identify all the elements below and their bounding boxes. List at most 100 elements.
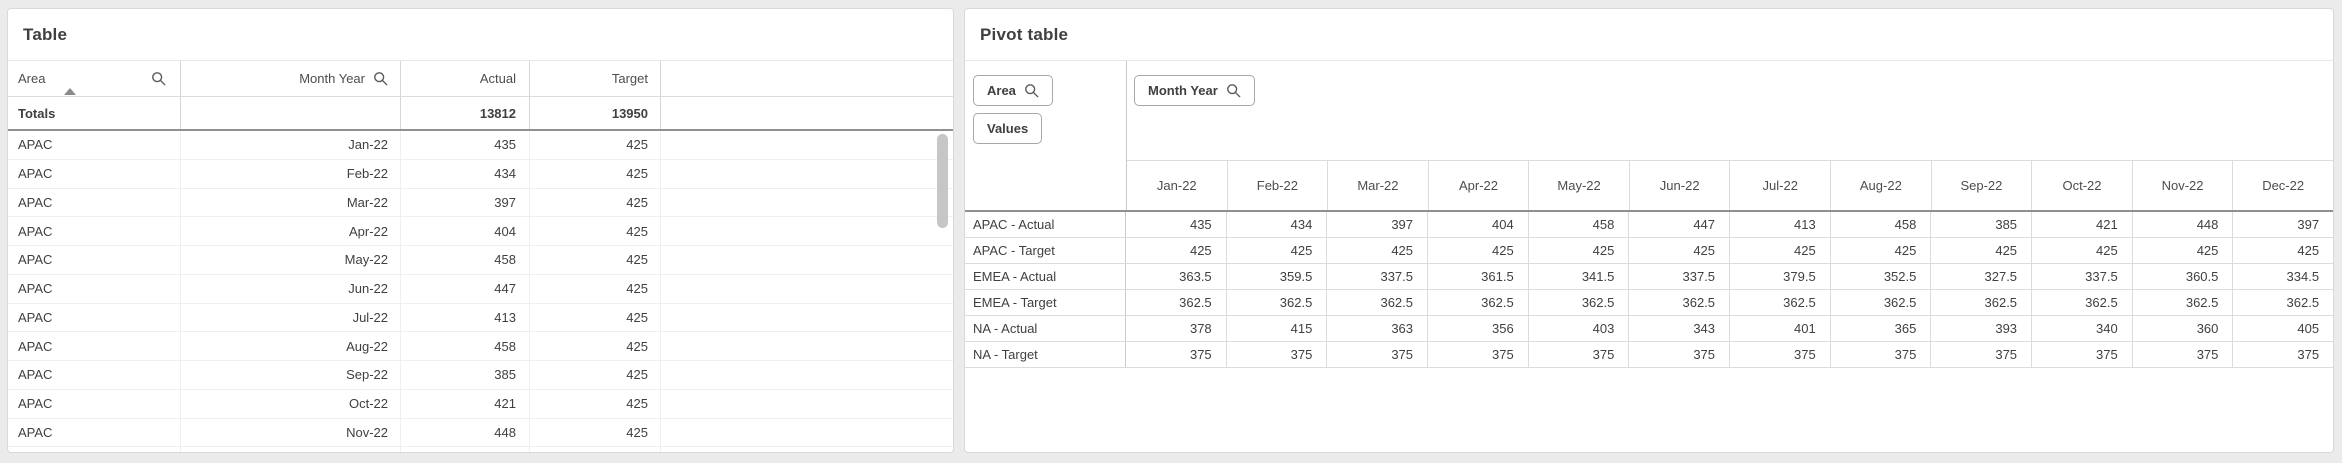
pivot-value-cell: 362.5	[2031, 290, 2132, 315]
column-header-month-year[interactable]: Month Year	[181, 61, 401, 96]
pivot-row: NA - Target 375 375 375 375 375 375 375 375 375 37…	[965, 342, 2333, 368]
cell-area[interactable]: APAC	[8, 332, 181, 361]
column-dimension-button-month-year[interactable]: Month Year	[1134, 75, 1255, 106]
pivot-value-cell: 337.5	[1326, 264, 1427, 289]
cell-target: 425	[530, 303, 661, 333]
pivot-row-label[interactable]: EMEA - Target	[965, 290, 1126, 315]
pivot-value-cell: 434	[1225, 212, 1327, 237]
column-header-actual[interactable]: Actual	[401, 61, 530, 96]
pivot-value-cell: 385	[1930, 212, 2031, 237]
pivot-value-cell: 363	[1326, 316, 1427, 341]
pivot-value-cell: 458	[1829, 212, 1931, 237]
cell-area[interactable]: APAC	[8, 274, 181, 304]
vertical-scrollbar-thumb[interactable]	[937, 134, 948, 228]
cell-actual: 385	[401, 361, 530, 390]
cell-month-year[interactable]: Jun-22	[181, 274, 401, 304]
pivot-row-label[interactable]: APAC - Actual	[965, 212, 1126, 237]
cell-target: 425	[530, 131, 661, 160]
pivot-value-cell: 359.5	[1225, 264, 1327, 289]
cell-target: 425	[530, 361, 661, 390]
pivot-value-cell: 401	[1729, 316, 1830, 341]
column-header-target[interactable]: Target	[530, 61, 661, 96]
cell-month-year[interactable]: Oct-22	[181, 389, 401, 419]
pivot-value-cell: 334.5	[2232, 264, 2333, 289]
pivot-value-cell: 360	[2131, 316, 2233, 341]
pivot-column-header[interactable]: Feb-22	[1226, 161, 1328, 210]
pivot-column-header[interactable]: Jun-22	[1628, 161, 1730, 210]
cell-month-year[interactable]: Feb-22	[181, 159, 401, 189]
cell-month-year[interactable]: Apr-22	[181, 217, 401, 246]
pivot-value-cell: 375	[1225, 342, 1327, 367]
pivot-column-header[interactable]: Oct-22	[2031, 161, 2132, 210]
pivot-column-header[interactable]: Nov-22	[2131, 161, 2233, 210]
cell-area[interactable]: APAC	[8, 217, 181, 246]
pivot-value-cell: 360.5	[2131, 264, 2233, 289]
totals-row: Totals 13812 13950	[8, 97, 953, 131]
pivot-column-header[interactable]: Mar-22	[1327, 161, 1428, 210]
cell-area[interactable]: APAC	[8, 188, 181, 218]
cell-month-year[interactable]: Sep-22	[181, 361, 401, 390]
column-header-area[interactable]: Area	[8, 61, 181, 96]
pivot-value-cell: 425	[1930, 238, 2031, 263]
row-dimension-button-area[interactable]: Area	[973, 75, 1053, 106]
cell-area[interactable]: APAC	[8, 418, 181, 448]
pivot-value-cell: 337.5	[1628, 264, 1729, 289]
cell-target: 425	[530, 274, 661, 304]
pivot-column-header[interactable]: May-22	[1528, 161, 1629, 210]
search-icon[interactable]	[373, 71, 388, 86]
cell-month-year[interactable]: Mar-22	[181, 188, 401, 218]
pivot-value-cell: 397	[2232, 212, 2333, 237]
search-icon[interactable]	[151, 71, 166, 86]
search-icon[interactable]	[1226, 83, 1241, 98]
table-row: APAC Nov-22 448 425	[8, 418, 953, 448]
cell-month-year[interactable]: Nov-22	[181, 418, 401, 448]
table-row: APAC Jan-22 435 425	[8, 131, 953, 160]
cell-area[interactable]: APAC	[8, 246, 181, 275]
pivot-column-header[interactable]: Jul-22	[1729, 161, 1830, 210]
pivot-value-cell: 362.5	[1829, 290, 1931, 315]
cell-month-year[interactable]: Jan-22	[181, 131, 401, 160]
table-row: APAC Apr-22 404 425	[8, 217, 953, 246]
pivot-row-label[interactable]: NA - Actual	[965, 316, 1126, 341]
pivot-column-header[interactable]: Dec-22	[2232, 161, 2333, 210]
search-icon[interactable]	[1024, 83, 1039, 98]
cell-actual: 448	[401, 418, 530, 448]
cell-month-year[interactable]: Dec-22	[181, 447, 401, 452]
cell-actual: 435	[401, 131, 530, 160]
pivot-value-cell: 362.5	[1326, 290, 1427, 315]
cell-area[interactable]: APAC	[8, 361, 181, 390]
pivot-row-label[interactable]: NA - Target	[965, 342, 1126, 367]
pivot-row: APAC - Actual 435 434 397 404 458 447 413 458 385…	[965, 212, 2333, 238]
cell-target: 425	[530, 159, 661, 189]
cell-month-year[interactable]: Aug-22	[181, 332, 401, 361]
cell-area[interactable]: APAC	[8, 389, 181, 419]
pivot-column-header[interactable]: Jan-22	[1156, 178, 1197, 193]
pivot-value-cell: 425	[1427, 238, 1528, 263]
pivot-header-zone: Area Values Month Year Jan-22 Feb-22 Mar-2…	[965, 61, 2333, 210]
cell-target: 425	[530, 217, 661, 246]
cell-area[interactable]: APAC	[8, 447, 181, 452]
cell-filler	[661, 447, 953, 452]
cell-filler	[661, 246, 953, 275]
pivot-column-header[interactable]: Aug-22	[1830, 161, 1931, 210]
cell-filler	[661, 304, 953, 333]
pivot-row-label[interactable]: APAC - Target	[965, 238, 1126, 263]
cell-area[interactable]: APAC	[8, 303, 181, 333]
cell-month-year[interactable]: May-22	[181, 246, 401, 275]
pivot-column-header[interactable]: Apr-22	[1427, 161, 1529, 210]
pivot-value-cell: 352.5	[1829, 264, 1931, 289]
values-button[interactable]: Values	[973, 113, 1043, 144]
pivot-column-header[interactable]: Sep-22	[1930, 161, 2032, 210]
cell-target: 425	[530, 246, 661, 275]
cell-area[interactable]: APAC	[8, 159, 181, 189]
cell-area[interactable]: APAC	[8, 131, 181, 160]
pivot-value-cell: 425	[1189, 243, 1212, 258]
cell-actual: 421	[401, 389, 530, 419]
column-dimension-button-label: Month Year	[1148, 83, 1218, 98]
cell-month-year[interactable]: Jul-22	[181, 303, 401, 333]
pivot-value-cell: 327.5	[1930, 264, 2031, 289]
pivot-row-label[interactable]: EMEA - Actual	[965, 264, 1126, 289]
pivot-value-cell: 362.5	[2131, 290, 2233, 315]
pivot-value-cell: 362.5	[1729, 290, 1830, 315]
